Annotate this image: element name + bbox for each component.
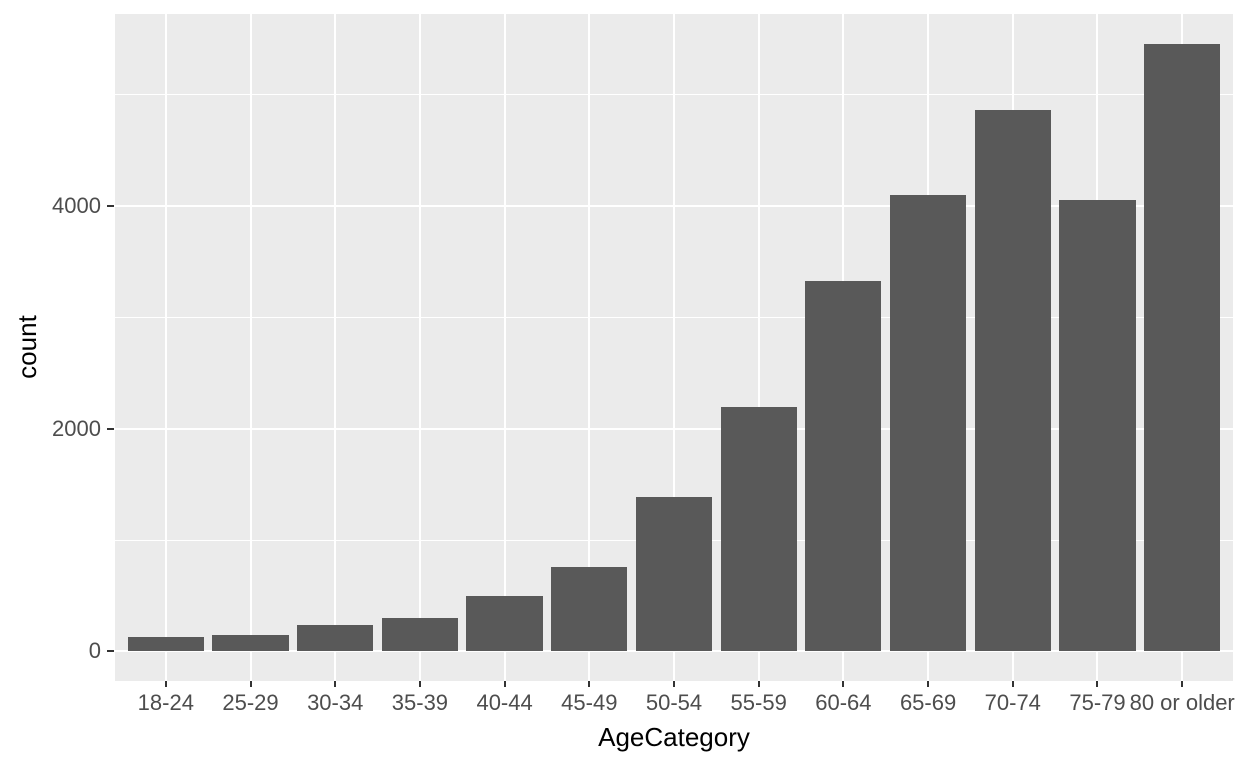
x-gridline-major xyxy=(334,14,337,681)
x-tick-mark xyxy=(418,681,421,687)
x-tick-mark xyxy=(927,681,930,687)
bar xyxy=(805,280,882,652)
bar xyxy=(635,496,713,652)
x-gridline-major xyxy=(588,14,591,681)
x-tick-label: 18-24 xyxy=(137,690,194,715)
x-gridline-major xyxy=(418,14,421,681)
bar xyxy=(212,635,289,652)
x-tick-mark xyxy=(249,681,252,687)
x-tick-label: 35-39 xyxy=(391,690,449,715)
bar xyxy=(297,625,374,652)
x-tick-mark xyxy=(673,681,675,687)
x-gridline-major xyxy=(164,14,167,681)
x-tick-mark xyxy=(1011,681,1014,687)
bar xyxy=(127,637,204,652)
x-gridline-major xyxy=(673,14,675,681)
x-tick-mark xyxy=(1096,681,1099,687)
bar xyxy=(974,110,1051,652)
x-tick-mark xyxy=(588,681,591,687)
y-tick-mark xyxy=(107,427,114,430)
y-tick-mark xyxy=(107,205,114,208)
x-gridline-major xyxy=(503,14,506,681)
x-tick-label: 30-34 xyxy=(307,690,364,715)
x-tick-mark xyxy=(503,681,506,687)
x-gridline-major xyxy=(249,14,252,681)
x-gridline-major xyxy=(757,14,760,681)
x-tick-mark xyxy=(757,681,760,687)
x-tick-label: 75-79 xyxy=(1069,690,1126,715)
x-axis-title: AgeCategory xyxy=(598,722,750,752)
bar xyxy=(466,596,543,652)
bar xyxy=(720,406,797,652)
y-tick-label: 0 xyxy=(88,638,101,664)
x-tick-label: 45-49 xyxy=(561,690,618,715)
plot-panel xyxy=(115,14,1233,681)
y-tick-label: 2000 xyxy=(52,415,101,441)
y-tick-label: 4000 xyxy=(52,193,101,219)
y-axis-title: count xyxy=(12,315,42,379)
x-tick-mark xyxy=(842,681,845,687)
x-tick-mark xyxy=(164,681,167,687)
bar xyxy=(551,567,628,652)
x-tick-label: 50-54 xyxy=(645,690,703,715)
x-tick-mark xyxy=(334,681,337,687)
x-tick-label: 80 or older xyxy=(1129,690,1235,715)
bar xyxy=(889,194,967,652)
x-tick-label: 25-29 xyxy=(222,690,279,715)
x-tick-label: 65-69 xyxy=(899,690,957,715)
y-tick-mark xyxy=(107,650,114,653)
bar xyxy=(381,618,458,652)
x-tick-label: 55-59 xyxy=(730,690,787,715)
bar xyxy=(1059,199,1136,652)
x-tick-mark xyxy=(1181,681,1184,687)
bar xyxy=(1144,43,1221,652)
x-tick-label: 70-74 xyxy=(984,690,1041,715)
x-tick-label: 40-44 xyxy=(476,690,533,715)
x-tick-label: 60-64 xyxy=(815,690,872,715)
